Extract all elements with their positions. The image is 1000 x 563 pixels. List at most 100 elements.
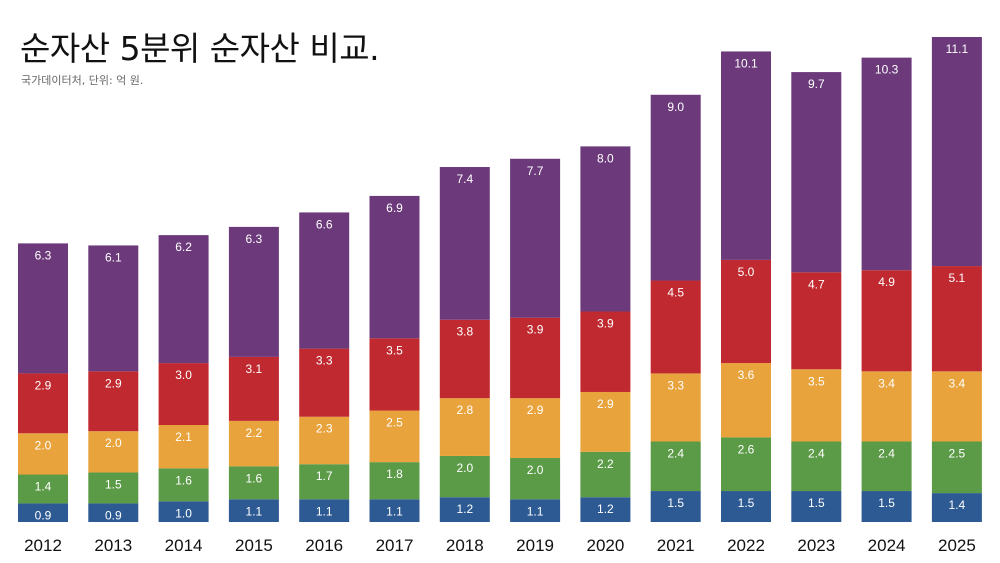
bar-segment-2015-s5 <box>228 226 279 357</box>
bar-segment-2025-s4 <box>931 266 982 372</box>
data-label-2015-s4: 3.1 <box>246 362 263 376</box>
bar-segment-2024-s4 <box>861 270 912 372</box>
bar-segment-2016-s4 <box>299 348 350 417</box>
bar-segment-2016-s2 <box>299 464 350 500</box>
bar-segment-2013-s2 <box>88 472 139 504</box>
data-label-2012-s4: 2.9 <box>35 378 52 392</box>
data-label-2022-s5: 10.1 <box>734 56 758 70</box>
data-label-2015-s5: 6.3 <box>246 232 263 246</box>
bar-segment-2015-s4 <box>228 356 279 421</box>
data-label-2022-s3: 3.6 <box>738 368 755 382</box>
x-tick-label-2013: 2013 <box>94 536 132 555</box>
bar-segment-2024-s5 <box>861 57 912 271</box>
bar-segment-2021-s1 <box>650 491 701 522</box>
bar-segment-2012-s4 <box>18 373 68 434</box>
x-tick-label-2025: 2025 <box>938 536 976 555</box>
bar-segment-2018-s4 <box>439 319 490 399</box>
bar-segment-2019-s2 <box>510 458 561 500</box>
data-label-2016-s1: 1.1 <box>316 504 333 518</box>
x-tick-label-2020: 2020 <box>586 536 624 555</box>
data-label-2021-s3: 3.3 <box>667 378 684 392</box>
data-label-2018-s1: 1.2 <box>456 502 473 516</box>
bar-segment-2020-s5 <box>580 146 631 312</box>
data-label-2019-s5: 7.7 <box>527 164 544 178</box>
data-label-2020-s3: 2.9 <box>597 397 614 411</box>
data-label-2014-s2: 1.6 <box>175 473 192 487</box>
data-label-2017-s3: 2.5 <box>386 416 403 430</box>
x-tick-label-2024: 2024 <box>868 536 906 555</box>
data-label-2023-s1: 1.5 <box>808 496 825 510</box>
bar-segment-2024-s2 <box>861 441 912 492</box>
data-label-2017-s2: 1.8 <box>386 467 403 481</box>
bar-segment-2020-s4 <box>580 311 631 392</box>
data-label-2025-s3: 3.4 <box>949 376 966 390</box>
x-tick-label-2014: 2014 <box>165 536 203 555</box>
bar-segment-2019-s3 <box>510 398 561 459</box>
bar-segment-2012-s2 <box>18 474 68 504</box>
x-tick-label-2016: 2016 <box>305 536 343 555</box>
bar-segment-2025-s1 <box>931 493 982 522</box>
bar-segment-2021-s3 <box>650 373 701 442</box>
data-label-2018-s2: 2.0 <box>456 461 473 475</box>
bar-segment-2012-s5 <box>18 243 68 374</box>
data-label-2013-s2: 1.5 <box>105 477 122 491</box>
bar-segment-2014-s3 <box>158 425 209 469</box>
bar-segment-2019-s4 <box>510 317 561 399</box>
bar-segment-2019-s1 <box>510 499 561 522</box>
bar-segment-2020-s1 <box>580 497 631 522</box>
x-tick-label-2018: 2018 <box>446 536 484 555</box>
data-label-2023-s3: 3.5 <box>808 374 825 388</box>
data-label-2021-s1: 1.5 <box>667 496 684 510</box>
data-label-2019-s4: 3.9 <box>527 323 544 337</box>
bar-segment-2023-s3 <box>791 369 842 442</box>
data-label-2017-s1: 1.1 <box>386 504 403 518</box>
bar-segment-2016-s3 <box>299 416 350 465</box>
data-label-2016-s3: 2.3 <box>316 422 333 436</box>
bar-segment-2017-s2 <box>369 462 420 500</box>
data-label-2016-s5: 6.6 <box>316 217 333 231</box>
data-label-2022-s1: 1.5 <box>738 496 755 510</box>
bar-segment-2014-s2 <box>158 468 209 502</box>
data-label-2019-s3: 2.9 <box>527 403 544 417</box>
data-label-2023-s5: 9.7 <box>808 77 825 91</box>
data-label-2014-s1: 1.0 <box>175 506 192 520</box>
data-label-2018-s3: 2.8 <box>456 403 473 417</box>
bar-segment-2014-s5 <box>158 235 209 364</box>
data-label-2015-s2: 1.6 <box>246 471 263 485</box>
data-label-2021-s4: 4.5 <box>667 286 684 300</box>
x-tick-label-2023: 2023 <box>797 536 835 555</box>
bar-segment-2016-s1 <box>299 499 350 522</box>
bar-segment-2019-s5 <box>510 158 561 318</box>
data-label-2019-s2: 2.0 <box>527 463 544 477</box>
data-label-2024-s2: 2.4 <box>878 447 895 461</box>
x-tick-label-2019: 2019 <box>516 536 554 555</box>
x-tick-label-2017: 2017 <box>376 536 414 555</box>
bar-segment-2022-s3 <box>721 363 771 438</box>
data-label-2013-s1: 0.9 <box>105 508 122 522</box>
bar-segment-2018-s2 <box>439 455 490 498</box>
bar-segment-2021-s5 <box>650 94 701 281</box>
bar-segment-2015-s1 <box>228 499 279 522</box>
bar-segment-2015-s3 <box>228 420 279 467</box>
bar-segment-2023-s2 <box>791 441 842 492</box>
data-label-2018-s5: 7.4 <box>456 172 473 186</box>
data-label-2012-s5: 6.3 <box>35 248 52 262</box>
bar-segment-2023-s4 <box>791 272 842 370</box>
data-label-2016-s4: 3.3 <box>316 354 333 368</box>
data-label-2015-s3: 2.2 <box>246 426 263 440</box>
x-tick-label-2022: 2022 <box>727 536 765 555</box>
data-label-2024-s5: 10.3 <box>875 63 899 77</box>
data-label-2025-s1: 1.4 <box>949 498 966 512</box>
data-label-2013-s4: 2.9 <box>105 376 122 390</box>
bar-segment-2012-s1 <box>18 503 68 522</box>
bar-segment-2017-s4 <box>369 338 420 411</box>
data-label-2021-s2: 2.4 <box>667 447 684 461</box>
bar-segment-2024-s1 <box>861 491 912 522</box>
data-label-2012-s1: 0.9 <box>35 508 52 522</box>
bar-segment-2022-s4 <box>721 259 771 364</box>
bar-segment-2022-s1 <box>721 491 771 522</box>
bar-segment-2024-s3 <box>861 371 912 442</box>
data-label-2024-s3: 3.4 <box>878 376 895 390</box>
bar-segment-2021-s2 <box>650 441 701 492</box>
